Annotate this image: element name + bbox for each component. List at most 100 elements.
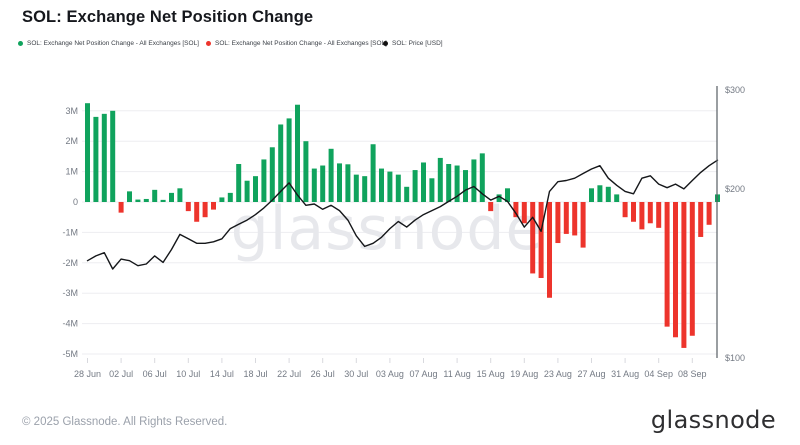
legend-dot-icon — [206, 41, 211, 46]
x-axis-tick-label: 31 Aug — [611, 369, 639, 379]
net-position-bar — [622, 202, 628, 218]
net-position-bar — [269, 147, 275, 202]
net-position-bar — [370, 144, 376, 202]
x-axis-tick-label: 18 Jul — [243, 369, 267, 379]
x-axis-tick-label: 22 Jul — [277, 369, 301, 379]
net-position-bar — [496, 194, 502, 202]
legend-dot-icon — [18, 41, 23, 46]
right-axis-tick-label: $300 — [725, 85, 745, 95]
net-position-bar — [101, 113, 107, 202]
legend-item-price[interactable]: SOL: Price [USD] — [383, 40, 443, 47]
x-axis-tick-label: 08 Sep — [678, 369, 707, 379]
net-position-bar — [471, 159, 477, 202]
net-position-bar — [337, 163, 342, 202]
x-axis-tick-label: 27 Aug — [577, 369, 605, 379]
left-axis-tick-label: 0 — [73, 197, 78, 207]
net-position-bar — [538, 202, 544, 278]
net-position-bar — [202, 202, 208, 218]
net-position-bar — [454, 165, 460, 202]
net-position-bar — [530, 202, 536, 274]
net-position-bar — [236, 164, 242, 202]
net-position-bar — [521, 202, 527, 224]
net-position-bar — [353, 174, 359, 202]
net-position-bar — [681, 202, 687, 348]
x-axis-tick-label: 04 Sep — [644, 369, 673, 379]
page-title: SOL: Exchange Net Position Change — [22, 8, 314, 26]
net-position-bar — [328, 148, 334, 202]
net-position-bar — [689, 202, 695, 336]
net-position-bar — [631, 202, 636, 222]
x-axis-tick-label: 26 Jul — [311, 369, 335, 379]
net-position-bar — [320, 165, 326, 202]
net-position-bar — [244, 180, 250, 202]
net-position-bar — [479, 153, 485, 202]
net-position-bar — [379, 168, 384, 202]
net-position-bar — [160, 199, 166, 202]
net-position-bar — [580, 202, 586, 248]
net-position-bar — [345, 164, 351, 202]
left-axis-tick-label: 3M — [65, 106, 78, 116]
x-axis-tick-label: 15 Aug — [477, 369, 505, 379]
net-position-bar — [135, 199, 141, 202]
net-position-bar — [446, 164, 452, 202]
net-position-bar — [362, 176, 368, 202]
net-position-bar — [614, 194, 620, 202]
x-axis-tick-label: 06 Jul — [143, 369, 167, 379]
glassnode-logo: glassnode — [650, 406, 776, 434]
net-position-bar — [597, 185, 603, 202]
left-axis-tick-label: -5M — [63, 349, 79, 359]
legend-item-netposition-positive[interactable]: SOL: Exchange Net Position Change - All … — [18, 40, 199, 47]
legend-item-label: SOL: Exchange Net Position Change - All … — [215, 40, 387, 47]
legend-dot-icon — [383, 41, 388, 46]
net-position-bar — [673, 202, 678, 338]
net-position-bar — [706, 202, 712, 225]
net-position-bar — [278, 124, 284, 202]
net-position-bar — [572, 202, 578, 236]
left-axis-tick-label: -2M — [63, 258, 79, 268]
net-position-bar — [286, 118, 292, 202]
x-axis-tick-label: 07 Aug — [409, 369, 437, 379]
x-axis-tick-label: 28 Jun — [74, 369, 101, 379]
net-position-bar — [110, 110, 116, 202]
net-position-bar — [563, 202, 569, 234]
x-axis-tick-label: 03 Aug — [376, 369, 404, 379]
right-axis-tick-label: $200 — [725, 184, 745, 194]
net-position-bar — [118, 202, 124, 213]
net-position-bar — [412, 170, 418, 202]
legend: SOL: Exchange Net Position Change - All … — [0, 40, 800, 52]
net-position-bar — [227, 192, 233, 202]
net-position-bar — [505, 188, 510, 202]
x-axis-tick-label: 02 Jul — [109, 369, 133, 379]
net-position-bar — [547, 202, 552, 298]
net-position-bar — [513, 202, 519, 218]
net-position-bar — [647, 202, 653, 224]
net-position-bar — [85, 103, 90, 202]
x-axis-tick-label: 23 Aug — [544, 369, 572, 379]
left-axis-tick-label: -4M — [63, 319, 79, 329]
left-axis-tick-label: -1M — [63, 227, 79, 237]
net-position-bar — [589, 188, 594, 202]
net-position-bar — [143, 198, 149, 202]
x-axis-tick-label: 14 Jul — [210, 369, 234, 379]
net-position-bar — [303, 141, 309, 202]
net-position-bar — [261, 159, 267, 202]
net-position-bar — [555, 202, 561, 244]
left-axis-tick-label: -3M — [63, 288, 79, 298]
left-axis-tick-label: 1M — [65, 167, 78, 177]
legend-item-label: SOL: Price [USD] — [392, 40, 443, 47]
net-position-bar — [169, 192, 174, 202]
net-position-bar — [219, 197, 225, 202]
net-position-bar — [295, 104, 300, 202]
net-position-bar — [177, 188, 183, 202]
net-position-bar — [639, 202, 645, 230]
net-position-bar — [194, 202, 200, 222]
net-position-bar — [429, 178, 435, 202]
x-axis-tick-label: 10 Jul — [176, 369, 200, 379]
legend-item-label: SOL: Exchange Net Position Change - All … — [27, 40, 199, 47]
net-position-bar — [185, 202, 191, 212]
net-position-bar — [311, 168, 317, 202]
legend-item-netposition-negative[interactable]: SOL: Exchange Net Position Change - All … — [206, 40, 387, 47]
price-line — [86, 159, 719, 270]
